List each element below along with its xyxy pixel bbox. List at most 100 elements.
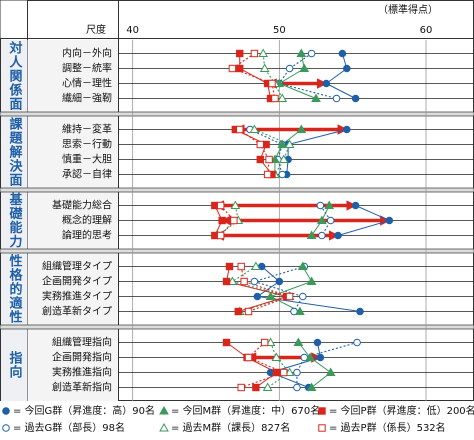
group-label-bg <box>1 329 28 401</box>
series-line <box>319 205 332 236</box>
series-line <box>325 53 356 99</box>
marker <box>230 216 238 225</box>
marker <box>236 49 244 58</box>
marker <box>275 277 284 286</box>
category-label: 創造革新タイプ <box>42 305 112 318</box>
marker <box>272 368 281 377</box>
marker <box>318 231 326 240</box>
marker <box>284 139 295 148</box>
marker <box>285 292 294 301</box>
group-label: 基礎能力 <box>7 192 24 249</box>
marker <box>2 407 10 415</box>
legend-item: = 今回P群（昇進度：低）200名 <box>318 404 474 417</box>
marker <box>216 201 225 210</box>
marker <box>295 306 305 315</box>
marker <box>268 79 276 88</box>
marker <box>322 79 331 88</box>
marker <box>385 216 394 225</box>
legend-label: = 過去G群（部長）98名 <box>13 421 125 434</box>
series-line <box>239 129 270 175</box>
category-bg <box>28 40 118 112</box>
series-line <box>240 266 292 313</box>
marker <box>318 424 326 432</box>
marker <box>278 170 287 179</box>
marker <box>260 338 269 347</box>
series-line <box>226 342 278 388</box>
marker <box>313 338 322 347</box>
marker <box>159 405 169 415</box>
marker <box>271 352 282 361</box>
series-line <box>278 53 317 99</box>
category-label: 組織管理タイプ <box>42 260 112 273</box>
marker <box>263 170 272 179</box>
marker <box>252 383 260 392</box>
marker <box>334 231 342 240</box>
legend-label: = 今回P群（昇進度：低）200名 <box>329 404 474 417</box>
marker <box>218 216 226 225</box>
marker <box>256 140 264 149</box>
series-line <box>262 53 283 99</box>
category-label: 維持－変革 <box>62 123 112 136</box>
marker <box>244 353 253 362</box>
marker <box>230 200 241 209</box>
marker <box>317 215 327 224</box>
marker <box>299 63 310 72</box>
marker <box>306 230 317 239</box>
category-label: 創造革新指向 <box>52 381 112 394</box>
category-label: 承認－自律 <box>62 168 112 181</box>
legend-label: = 今回G群（昇進度：高）90名 <box>13 404 155 417</box>
marker <box>256 155 264 164</box>
group-label: 指向 <box>7 350 23 379</box>
group-gap <box>0 324 474 330</box>
unit-label: （標準得点） <box>378 3 438 16</box>
category-bg <box>28 329 118 401</box>
marker <box>270 154 280 163</box>
marker <box>237 262 245 271</box>
legend-label: = 今回M群（昇進度：中）670名 <box>171 404 320 417</box>
series-line <box>231 266 292 313</box>
marker <box>265 155 273 164</box>
series-line <box>274 129 302 175</box>
series-line <box>249 129 283 175</box>
marker <box>280 368 288 377</box>
marker <box>240 277 248 286</box>
marker <box>262 382 273 391</box>
marker <box>306 382 317 391</box>
series-line <box>231 53 276 99</box>
group-gap <box>0 187 474 193</box>
legend-label: = 過去M群（課長）827名 <box>171 421 290 434</box>
group-label-bg <box>1 116 28 188</box>
marker <box>356 307 364 316</box>
corner <box>0 0 28 39</box>
group-gap <box>0 248 474 254</box>
legend-item: = 過去M群（課長）827名 <box>159 421 290 434</box>
marker <box>306 276 317 285</box>
series-line <box>252 265 305 312</box>
marker <box>316 201 325 210</box>
marker <box>296 48 307 57</box>
marker <box>343 125 351 134</box>
marker <box>253 292 262 301</box>
x-tick-label: 60 <box>420 25 433 36</box>
category-label: 企画開発指向 <box>52 351 112 364</box>
marker <box>325 367 336 376</box>
group-label: 性格的適性 <box>7 253 23 324</box>
category-label: 慎重－大胆 <box>62 153 112 166</box>
marker <box>351 201 360 210</box>
series-line <box>269 342 321 388</box>
group-label-bg <box>1 192 28 249</box>
marker <box>222 277 231 286</box>
marker <box>216 231 225 240</box>
legend-item: = 過去P群（係長）532名 <box>318 421 446 434</box>
marker <box>318 407 326 415</box>
category-label: 企画開発タイプ <box>42 275 112 288</box>
marker <box>2 424 10 432</box>
marker <box>249 124 260 133</box>
group-label-bg <box>1 253 28 325</box>
marker <box>293 337 304 346</box>
marker <box>297 261 308 270</box>
marker <box>305 352 315 361</box>
x-tick-label: 50 <box>273 25 286 36</box>
marker <box>285 64 294 73</box>
